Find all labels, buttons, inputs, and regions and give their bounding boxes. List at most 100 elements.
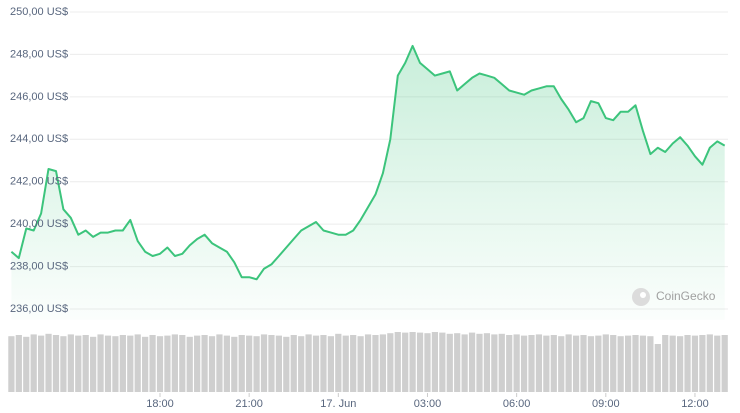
volume-bar — [112, 336, 119, 392]
volume-bar — [409, 332, 416, 392]
volume-bar — [134, 334, 141, 392]
volume-bar — [186, 336, 193, 392]
volume-bar — [127, 335, 134, 392]
y-tick-label: 246,00 US$ — [10, 91, 68, 103]
volume-bar — [97, 334, 104, 392]
volume-bar — [171, 334, 178, 392]
x-tick-label: 21:00 — [235, 398, 263, 410]
volume-bar — [290, 335, 297, 392]
volume-bar — [520, 335, 528, 392]
volume-bar — [558, 336, 565, 392]
volume-bar — [82, 335, 89, 392]
volume-bar — [528, 335, 535, 392]
price-line — [10, 44, 726, 281]
volume-bar — [431, 332, 439, 392]
x-tick-label: 09:00 — [592, 398, 620, 410]
volume-bar — [357, 336, 364, 392]
volume-bar — [565, 334, 572, 392]
volume-bar — [498, 333, 505, 392]
volume-bar — [535, 334, 543, 392]
volume-bar — [669, 335, 676, 392]
volume-bar — [75, 335, 82, 392]
y-tick-label: 248,00 US$ — [10, 48, 68, 60]
volume-bar — [624, 335, 632, 392]
volume-bar — [506, 335, 513, 392]
watermark: CoinGecko — [632, 288, 716, 306]
volume-bar — [15, 335, 22, 392]
volume-bar — [424, 333, 431, 392]
axis-labels: 250,00 US$ 248,00 US$ 246,00 US$ 244,00 US$… — [10, 6, 709, 410]
volume-bar — [335, 333, 342, 392]
volume-bar — [30, 334, 37, 392]
volume-bar — [8, 336, 15, 392]
volume-bar — [394, 332, 401, 392]
volume-bar — [350, 335, 357, 392]
volume-bar — [446, 333, 453, 392]
volume-bar — [275, 335, 282, 392]
volume-bar — [38, 335, 45, 392]
volume-bar — [246, 335, 253, 392]
volume-bar — [691, 335, 699, 392]
volume-bar — [610, 335, 617, 392]
volume-bar — [706, 334, 713, 392]
volume-bar — [253, 336, 260, 392]
volume-bar — [379, 334, 387, 392]
volume-bar — [194, 335, 201, 392]
volume-bar — [632, 335, 639, 392]
volume-bar — [372, 335, 379, 392]
y-tick-label: 236,00 US$ — [10, 303, 68, 315]
volume-bar — [416, 332, 424, 392]
volume-bar — [654, 344, 661, 392]
volume-bar — [142, 336, 149, 392]
volume-bar — [156, 336, 164, 392]
volume-bar — [461, 334, 468, 392]
volume-bar — [676, 336, 684, 392]
volume-bar — [587, 336, 595, 392]
y-tick-label: 242,00 US$ — [10, 176, 68, 188]
volume-bar — [312, 335, 320, 392]
volume-bar — [714, 335, 721, 392]
volume-bar — [580, 335, 587, 392]
volume-bar — [164, 335, 171, 392]
volume-bar — [402, 332, 409, 392]
volume-bar — [662, 335, 669, 392]
volume-bar — [543, 335, 550, 392]
volume-bar — [439, 332, 446, 392]
volume-bar — [364, 334, 372, 392]
volume-bar — [483, 333, 491, 392]
x-tick-label: 18:00 — [146, 398, 174, 410]
volume-bar — [67, 334, 74, 392]
y-tick-label: 250,00 US$ — [10, 6, 68, 18]
volume-bar — [387, 333, 394, 392]
volume-bar — [550, 335, 557, 392]
volume-bar — [90, 336, 97, 392]
volume-bar — [268, 335, 275, 392]
volume-bar — [491, 334, 498, 392]
volume-bar — [595, 335, 602, 392]
volume-bar — [223, 335, 230, 392]
volume-bar — [238, 335, 245, 392]
volume-bar — [342, 335, 349, 392]
watermark-text: CoinGecko — [656, 289, 716, 303]
volume-bar — [149, 335, 156, 392]
watermark-logo-eye — [640, 292, 646, 298]
volume-bar — [216, 334, 223, 392]
volume-bar — [179, 335, 186, 392]
price-area — [11, 45, 725, 320]
volume-bar — [260, 334, 268, 392]
x-tick-label: 12:00 — [681, 398, 709, 410]
volume-bar — [617, 336, 624, 392]
volume-bar — [647, 336, 654, 392]
y-tick-label: 238,00 US$ — [10, 260, 68, 272]
volume-bar — [104, 335, 112, 392]
volume-bar — [327, 336, 335, 392]
volume-bar — [208, 336, 216, 392]
volume-bar — [320, 335, 327, 392]
x-tick-label: 03:00 — [414, 398, 442, 410]
volume-bar — [572, 335, 580, 392]
volume-bar — [476, 333, 483, 392]
x-tick-label: 06:00 — [503, 398, 531, 410]
volume-bar — [639, 335, 647, 392]
volume-bar — [454, 333, 461, 392]
volume-bar — [298, 336, 305, 392]
